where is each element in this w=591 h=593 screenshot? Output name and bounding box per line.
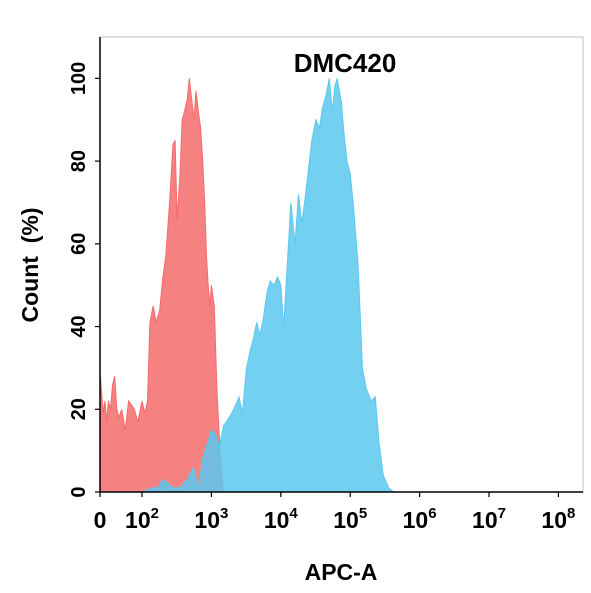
x-axis-title: APC-A [305,559,378,585]
y-tick-label: 100 [68,62,90,95]
x-tick-label: 103 [194,505,228,533]
x-tick-label: 0 [94,507,107,533]
y-tick-label: 0 [68,486,90,497]
y-axis-title: Count (%) [17,208,43,323]
x-tick-label: 106 [403,505,437,533]
x-tick-label: 105 [333,505,367,533]
y-tick-labels: 0 20 40 60 80 100 [68,62,90,498]
chart-title: DMC420 [294,48,397,78]
y-tick-label: 20 [68,398,90,420]
series-layer [99,78,395,493]
series-area-1 [99,78,225,493]
x-tick-label: 102 [125,505,159,533]
x-tick-label: 108 [541,505,575,533]
series-area-2 [141,78,395,493]
y-tick-label: 60 [68,233,90,255]
x-tick-label: 107 [472,505,506,533]
y-tick-label: 80 [68,150,90,172]
axis-lines [95,37,583,497]
y-tick-label: 40 [68,315,90,337]
x-tick-label: 104 [264,505,299,533]
x-tick-labels: 0 102 103 104 105 106 107 108 [94,505,576,533]
